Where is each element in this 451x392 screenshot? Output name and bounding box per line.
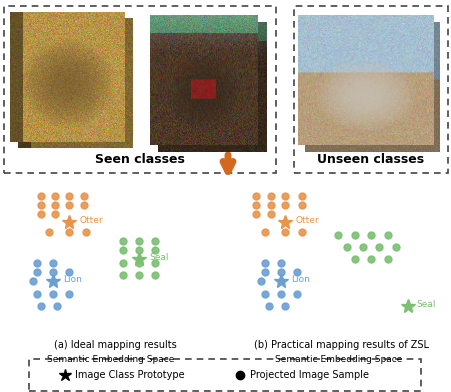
FancyBboxPatch shape [4, 6, 276, 173]
Text: Otter: Otter [155, 124, 180, 134]
Text: Seen classes: Seen classes [95, 153, 184, 166]
Text: (b) Practical mapping results of ZSL: (b) Practical mapping results of ZSL [254, 340, 428, 350]
FancyBboxPatch shape [29, 359, 420, 391]
Text: Lion: Lion [14, 112, 34, 122]
Text: Seal: Seal [415, 300, 435, 309]
Text: Lion: Lion [63, 275, 82, 284]
Text: Semantic Embedding Space: Semantic Embedding Space [274, 356, 401, 365]
Text: Lion: Lion [290, 275, 309, 284]
Text: Seal: Seal [304, 124, 324, 134]
Text: Otter: Otter [295, 216, 318, 225]
Text: Unseen classes: Unseen classes [317, 153, 423, 166]
Text: Image Class Prototype: Image Class Prototype [75, 370, 184, 380]
Text: Semantic Embedding Space: Semantic Embedding Space [46, 356, 174, 365]
Text: Projected Image Sample: Projected Image Sample [249, 370, 368, 380]
FancyBboxPatch shape [293, 6, 447, 173]
Text: (a) Ideal mapping results: (a) Ideal mapping results [54, 340, 176, 350]
Text: Otter: Otter [79, 216, 103, 225]
Text: Seal: Seal [149, 253, 169, 262]
